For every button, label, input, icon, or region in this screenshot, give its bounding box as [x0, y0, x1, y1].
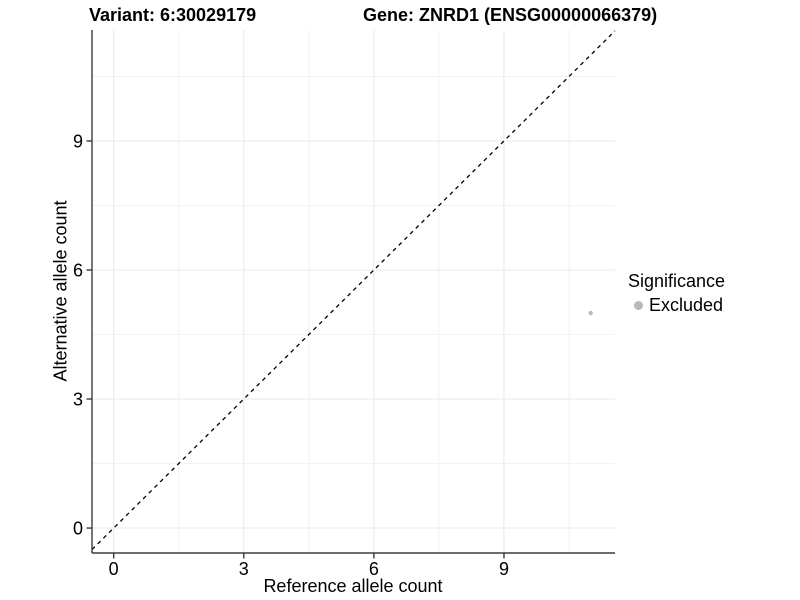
x-tick-label: 9	[499, 559, 509, 579]
plot-title-variant: Variant: 6:30029179	[89, 5, 257, 25]
y-tick-label: 9	[73, 131, 83, 151]
y-tick-label: 0	[73, 519, 83, 539]
x-tick-label: 3	[239, 559, 249, 579]
x-axis-title: Reference allele count	[263, 576, 443, 596]
x-tick-label: 0	[109, 559, 119, 579]
y-axis-title: Alternative allele count	[50, 200, 71, 382]
plot-title-gene: Gene: ZNRD1 (ENSG00000066379)	[363, 5, 658, 25]
legend-point-icon	[634, 300, 643, 310]
legend-title: Significance	[628, 271, 726, 291]
legend: Significance Excluded	[628, 271, 725, 315]
data-point	[588, 310, 593, 316]
x-tick-label: 6	[369, 559, 379, 579]
legend-item-label: Excluded	[649, 295, 724, 315]
legend-item-excluded: Excluded	[628, 295, 725, 315]
identity-dashed-line	[91, 30, 616, 551]
y-tick-label: 3	[73, 390, 83, 410]
y-tick-label: 6	[73, 260, 83, 280]
